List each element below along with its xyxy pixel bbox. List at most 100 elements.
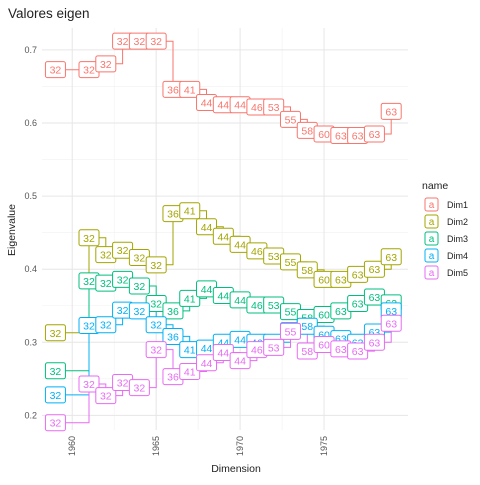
svg-text:41: 41 <box>184 345 196 357</box>
svg-text:32: 32 <box>134 383 146 395</box>
legend-label: Dim1 <box>447 200 468 210</box>
data-label-dim5: 63 <box>347 342 369 360</box>
data-label-dim5: 55 <box>279 322 301 340</box>
data-label-dim2: 63 <box>363 260 385 278</box>
data-label-dim3: 36 <box>162 302 184 320</box>
svg-text:44: 44 <box>201 284 213 296</box>
svg-text:32: 32 <box>50 65 62 77</box>
svg-text:32: 32 <box>134 253 146 265</box>
data-label-dim2: 41 <box>179 202 201 220</box>
svg-text:44: 44 <box>217 231 229 243</box>
data-label-dim2: 44 <box>196 218 218 236</box>
svg-text:32: 32 <box>150 345 162 357</box>
svg-text:41: 41 <box>184 84 196 96</box>
data-label-dim5: 32 <box>95 387 117 405</box>
data-label-dim4: 44 <box>229 330 251 348</box>
data-label-dim5: 44 <box>229 352 251 370</box>
svg-text:55: 55 <box>285 326 297 338</box>
legend-key-glyph: a <box>429 217 435 228</box>
svg-text:58: 58 <box>301 346 313 358</box>
svg-text:44: 44 <box>234 334 246 346</box>
x-tick-label: 1965 <box>151 436 161 456</box>
svg-text:36: 36 <box>167 372 179 384</box>
data-label-dim5: 32 <box>145 341 167 359</box>
legend: name a Dim1 a Dim2 a Dim3 a Dim4 a Dim5 <box>422 180 468 280</box>
data-label-dim2: 32 <box>145 256 167 274</box>
svg-text:44: 44 <box>201 343 213 355</box>
svg-text:55: 55 <box>285 307 297 319</box>
axes: 0.2 0.3 0.4 0.5 0.6 0.7 1960 1965 1970 1975 <box>24 45 329 456</box>
svg-text:60: 60 <box>318 329 330 341</box>
svg-text:63: 63 <box>335 130 347 142</box>
data-label-dim5: 32 <box>128 379 150 397</box>
legend-item-dim2: a Dim2 <box>424 214 468 229</box>
svg-text:60: 60 <box>318 339 330 351</box>
legend-key <box>424 197 439 212</box>
data-label-dim1: 32 <box>44 61 66 79</box>
svg-text:36: 36 <box>167 331 179 343</box>
x-tick-label: 1960 <box>67 436 77 456</box>
svg-text:41: 41 <box>184 206 196 218</box>
data-label-dim5: 63 <box>380 314 402 332</box>
svg-text:44: 44 <box>201 98 213 110</box>
data-label-dim2: 32 <box>78 229 100 247</box>
svg-text:32: 32 <box>83 65 95 77</box>
legend-item-dim5: a Dim5 <box>424 265 468 280</box>
chart-title: Valores eigen <box>8 6 90 21</box>
svg-text:53: 53 <box>268 102 280 114</box>
data-label-dim2: 63 <box>380 248 402 266</box>
svg-text:44: 44 <box>234 295 246 307</box>
svg-text:63: 63 <box>385 306 397 318</box>
svg-text:32: 32 <box>83 320 95 332</box>
legend-key <box>424 214 439 229</box>
svg-text:60: 60 <box>318 274 330 286</box>
data-label-dim1: 53 <box>263 98 285 116</box>
data-label-dim4: 36 <box>162 327 184 345</box>
data-label-dim3: 41 <box>179 289 201 307</box>
svg-text:44: 44 <box>217 337 229 349</box>
data-label-dim2: 63 <box>330 270 352 288</box>
data-label-dim1: 32 <box>128 32 150 50</box>
svg-text:32: 32 <box>150 36 162 48</box>
svg-text:63: 63 <box>335 344 347 356</box>
data-label-dim3: 32 <box>44 362 66 380</box>
data-label-dim1: 41 <box>179 80 201 98</box>
svg-text:63: 63 <box>352 299 364 311</box>
svg-text:32: 32 <box>83 379 95 391</box>
svg-text:32: 32 <box>100 278 112 290</box>
svg-text:63: 63 <box>385 252 397 264</box>
svg-text:58: 58 <box>301 125 313 137</box>
svg-text:63: 63 <box>335 274 347 286</box>
legend-key-glyph: a <box>429 251 435 262</box>
svg-text:53: 53 <box>268 251 280 263</box>
y-axis-label: Eigenvalue <box>6 204 18 256</box>
svg-text:44: 44 <box>201 358 213 370</box>
svg-text:63: 63 <box>385 106 397 118</box>
svg-text:32: 32 <box>117 274 129 286</box>
svg-text:53: 53 <box>268 342 280 354</box>
svg-text:32: 32 <box>50 328 62 340</box>
svg-text:60: 60 <box>318 310 330 322</box>
data-label-dim3: 32 <box>78 272 100 290</box>
data-label-dim1: 32 <box>95 55 117 73</box>
svg-text:44: 44 <box>217 100 229 112</box>
data-label-dim3: 32 <box>128 277 150 295</box>
svg-text:32: 32 <box>100 391 112 403</box>
x-tick-label: 1970 <box>235 436 245 456</box>
data-label-dim5: 44 <box>196 354 218 372</box>
legend-key <box>424 231 439 246</box>
svg-text:32: 32 <box>117 305 129 317</box>
legend-key-glyph: a <box>429 234 435 245</box>
data-label-dim1: 63 <box>330 126 352 144</box>
svg-text:63: 63 <box>369 129 381 141</box>
svg-text:46: 46 <box>251 345 263 357</box>
y-tick-label: 0.6 <box>24 118 37 128</box>
data-label-dim1: 63 <box>363 125 385 143</box>
legend-key <box>424 265 439 280</box>
legend-label: Dim2 <box>447 217 468 227</box>
data-label-dim5: 32 <box>44 414 66 432</box>
svg-text:36: 36 <box>167 306 179 318</box>
